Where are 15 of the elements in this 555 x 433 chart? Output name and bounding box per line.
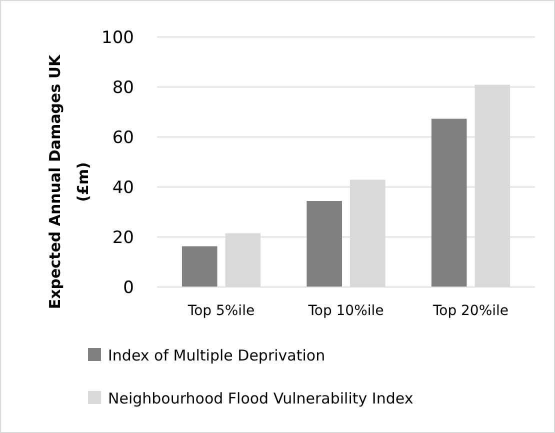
bar	[182, 246, 218, 287]
legend-label: Neighbourhood Flood Vulnerability Index	[108, 389, 414, 408]
bar	[431, 118, 467, 287]
y-tick-label: 0	[123, 278, 134, 298]
x-tick-label: Top 10%ile	[307, 303, 384, 319]
y-tick-label: 60	[112, 128, 134, 148]
y-axis-title: Expected Annual Damages UK (£m)	[46, 53, 92, 310]
y-tick-label: 40	[112, 178, 134, 198]
y-tick-label: 100	[102, 28, 134, 48]
y-tick-label: 80	[112, 78, 134, 98]
x-tick-label: Top 5%ile	[186, 303, 255, 319]
y-tick-label: 20	[112, 228, 134, 248]
legend-label: Index of Multiple Deprivation	[108, 346, 326, 364]
x-tick-label: Top 20%ile	[432, 303, 509, 319]
bar	[306, 201, 342, 287]
